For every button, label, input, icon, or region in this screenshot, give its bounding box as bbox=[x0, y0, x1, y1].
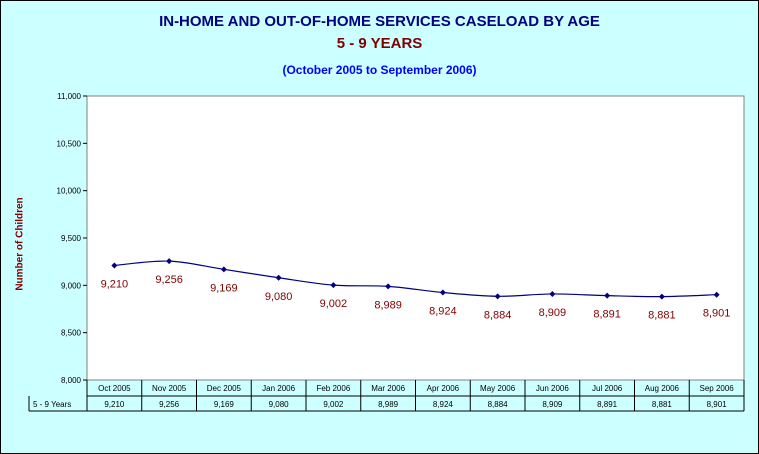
series-line bbox=[114, 260, 717, 298]
x-tick-label: Aug 2006 bbox=[645, 384, 680, 393]
data-label: 8,881 bbox=[648, 310, 676, 322]
data-point bbox=[330, 282, 337, 289]
x-tick-label: Jun 2006 bbox=[536, 384, 569, 393]
data-point bbox=[494, 293, 501, 300]
y-tick-label: 11,000 bbox=[57, 92, 81, 101]
data-label: 8,884 bbox=[484, 309, 512, 321]
chart-period: (October 2005 to September 2006) bbox=[282, 63, 477, 77]
x-tick-label: Apr 2006 bbox=[427, 384, 460, 393]
data-label: 9,210 bbox=[101, 278, 129, 290]
x-tick-label: Dec 2005 bbox=[207, 384, 242, 393]
data-label: 9,169 bbox=[210, 282, 238, 294]
y-tick-label: 10,000 bbox=[57, 187, 82, 196]
y-tick-label: 10,500 bbox=[57, 139, 82, 148]
data-point bbox=[604, 292, 611, 299]
table-cell: 8,891 bbox=[597, 400, 618, 409]
data-label: 8,901 bbox=[703, 308, 731, 320]
table-cell: 9,210 bbox=[104, 400, 125, 409]
plot-area bbox=[86, 95, 745, 381]
table-cell: 8,901 bbox=[707, 400, 728, 409]
data-label: 8,891 bbox=[593, 309, 621, 321]
data-label: 8,989 bbox=[374, 299, 402, 311]
table-cell: 8,924 bbox=[433, 400, 454, 409]
x-tick-label: Jul 2006 bbox=[592, 384, 623, 393]
table-cell: 9,080 bbox=[269, 400, 290, 409]
chart-title: IN-HOME AND OUT-OF-HOME SERVICES CASELOA… bbox=[159, 13, 600, 30]
table-cell: 8,909 bbox=[542, 400, 563, 409]
x-tick-label: Oct 2005 bbox=[98, 384, 131, 393]
data-label: 9,256 bbox=[155, 274, 183, 286]
chart-subtitle: 5 - 9 YEARS bbox=[336, 35, 423, 52]
x-tick-label: Feb 2006 bbox=[316, 384, 350, 393]
table-cell: 9,002 bbox=[323, 400, 344, 409]
data-label: 8,924 bbox=[429, 306, 457, 318]
data-label: 8,909 bbox=[539, 307, 567, 319]
x-tick-label: Sep 2006 bbox=[699, 384, 734, 393]
x-tick-label: Nov 2005 bbox=[152, 384, 187, 393]
y-tick-label: 8,500 bbox=[61, 329, 82, 338]
data-point bbox=[385, 283, 392, 290]
y-tick-label: 9,000 bbox=[61, 281, 82, 290]
data-point bbox=[439, 289, 446, 296]
table-cell: 9,169 bbox=[214, 400, 235, 409]
x-tick-label: Jan 2006 bbox=[262, 384, 295, 393]
data-point bbox=[713, 291, 720, 298]
data-label: 9,002 bbox=[320, 298, 348, 310]
data-point bbox=[220, 266, 227, 273]
table-cell: 8,881 bbox=[652, 400, 673, 409]
x-tick-label: Mar 2006 bbox=[371, 384, 405, 393]
table-series-name: 5 - 9 Years bbox=[33, 400, 71, 409]
data-point bbox=[111, 262, 118, 269]
data-point bbox=[658, 293, 665, 300]
y-tick-label: 8,000 bbox=[61, 376, 82, 385]
data-label: 9,080 bbox=[265, 291, 293, 303]
x-tick-label: May 2006 bbox=[480, 384, 516, 393]
table-cell: 8,884 bbox=[488, 400, 509, 409]
y-tick-label: 9,500 bbox=[61, 234, 82, 243]
data-point bbox=[549, 290, 556, 297]
data-point bbox=[275, 274, 282, 281]
data-point bbox=[166, 258, 173, 265]
table-cell: 9,256 bbox=[159, 400, 180, 409]
table-cell: 8,989 bbox=[378, 400, 399, 409]
